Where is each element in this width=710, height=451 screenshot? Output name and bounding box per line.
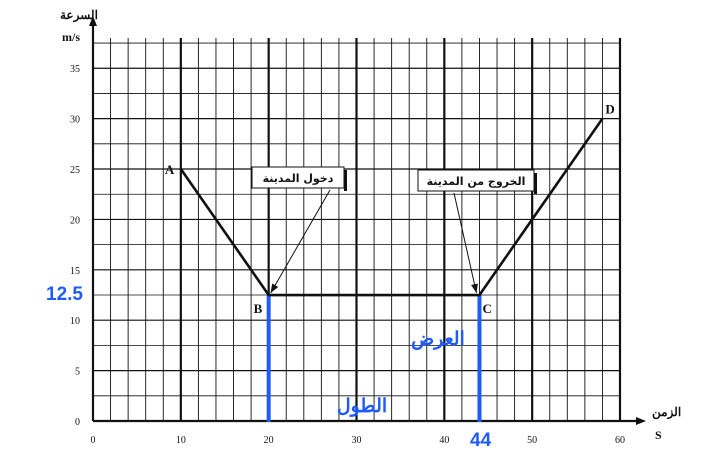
callout-arrow-line <box>453 192 477 294</box>
speed-line <box>179 117 604 297</box>
highlight-lines <box>266 295 482 422</box>
x-tick-label: 60 <box>615 435 625 446</box>
y-tick-label: 10 <box>70 316 80 327</box>
callout-city-exit: الخروج من المدينة <box>417 169 537 194</box>
y-tick-label: 15 <box>70 266 80 277</box>
y-tick-label: 20 <box>70 215 80 226</box>
point-labels: A B C D <box>165 102 615 316</box>
x-axis-arrow <box>636 417 646 425</box>
grid <box>93 38 622 421</box>
series-line <box>179 117 604 297</box>
x-value-label: 44 <box>470 430 492 451</box>
x-axis-unit: S <box>655 428 662 442</box>
x-tick-label: 40 <box>439 435 449 446</box>
x-tick-label: 50 <box>527 435 537 446</box>
x-axis-label: الزمن <box>652 405 681 420</box>
width-label: العرض <box>411 329 465 350</box>
x-tick-label: 30 <box>352 435 362 446</box>
callout-arrow-line <box>270 189 331 294</box>
length-label: الطول <box>337 396 387 417</box>
callout-arrows <box>270 189 478 294</box>
point-label: A <box>165 162 175 177</box>
callout-entry-text: دخول المدينة <box>263 172 334 185</box>
y-tick-label: 25 <box>70 165 80 176</box>
callout-exit-text: الخروج من المدينة <box>427 175 526 189</box>
callout-arrow-head <box>270 283 279 294</box>
callout-arrow-head <box>471 283 478 294</box>
axes <box>89 16 646 425</box>
callout-entry-shadow <box>344 170 347 191</box>
y-axis-arrow <box>89 16 97 26</box>
point-label: D <box>605 102 614 117</box>
y-tick-label: 5 <box>75 367 80 378</box>
y-value-label: 12.5 <box>46 284 83 305</box>
y-tick-label: 30 <box>70 115 80 126</box>
tick-labels: 0 10 20 30 40 50 60 0 5 10 15 20 25 30 35 <box>70 64 625 446</box>
point-label: C <box>482 301 491 316</box>
y-tick-label: 35 <box>70 64 80 75</box>
y-tick-label: 0 <box>75 417 80 428</box>
callout-exit-shadow <box>534 173 537 194</box>
y-axis-unit: m/s <box>62 30 80 44</box>
x-tick-label: 10 <box>176 435 186 446</box>
x-tick-label: 0 <box>91 435 96 446</box>
callout-city-entry: دخول المدينة <box>251 166 347 191</box>
y-axis-label: السرعة <box>60 8 98 23</box>
x-tick-label: 20 <box>264 435 274 446</box>
point-label: B <box>254 301 263 316</box>
